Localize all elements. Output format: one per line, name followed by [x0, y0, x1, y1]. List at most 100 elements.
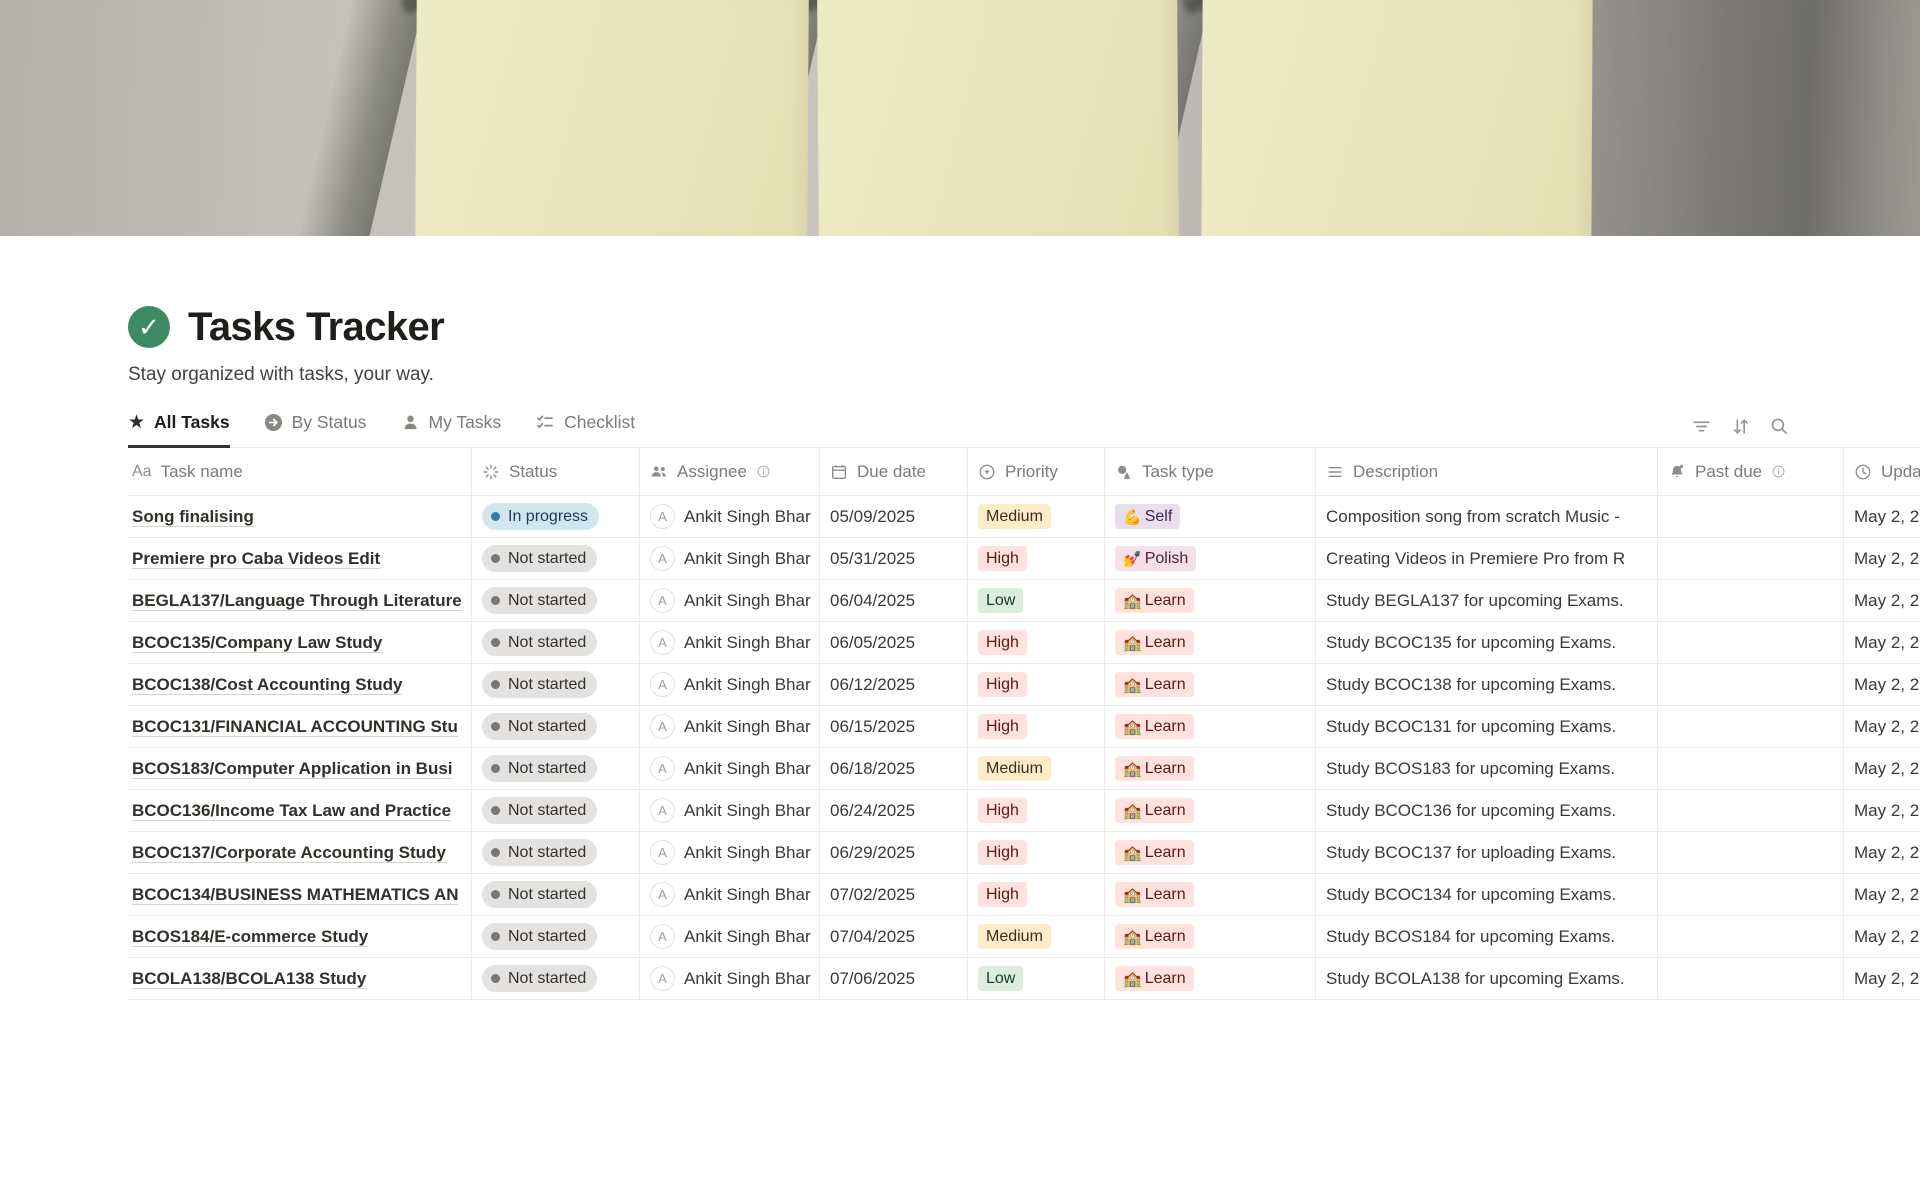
sort-icon[interactable] — [1729, 415, 1751, 437]
column-header-due-date[interactable]: Due date — [820, 448, 968, 496]
task-type-cell[interactable]: 💅 Polish — [1105, 538, 1316, 580]
updated-cell[interactable]: May 2, 2 — [1844, 664, 1920, 706]
updated-cell[interactable]: May 2, 2 — [1844, 538, 1920, 580]
past-due-cell[interactable] — [1658, 916, 1844, 958]
status-cell[interactable]: Not started — [472, 916, 640, 958]
priority-cell[interactable]: Low — [968, 580, 1105, 622]
priority-cell[interactable]: Low — [968, 958, 1105, 1000]
filter-icon[interactable] — [1690, 415, 1712, 437]
status-cell[interactable]: In progress — [472, 496, 640, 538]
assignee-cell[interactable]: A Ankit Singh Bhar — [640, 748, 820, 790]
description-cell[interactable]: Creating Videos in Premiere Pro from R — [1316, 538, 1658, 580]
due-date-cell[interactable]: 06/18/2025 — [820, 748, 968, 790]
priority-cell[interactable]: High — [968, 664, 1105, 706]
task-name-cell[interactable]: BCOC131/FINANCIAL ACCOUNTING Stu — [128, 706, 472, 748]
due-date-cell[interactable]: 07/04/2025 — [820, 916, 968, 958]
updated-cell[interactable]: May 2, 2 — [1844, 874, 1920, 916]
task-name-cell[interactable]: BCOC137/Corporate Accounting Study — [128, 832, 472, 874]
status-cell[interactable]: Not started — [472, 748, 640, 790]
assignee-cell[interactable]: A Ankit Singh Bhar — [640, 916, 820, 958]
task-type-cell[interactable]: 🏫 Learn — [1105, 832, 1316, 874]
check-circle-icon[interactable]: ✓ — [128, 306, 170, 348]
priority-cell[interactable]: High — [968, 706, 1105, 748]
task-name-cell[interactable]: BCOLA138/BCOLA138 Study — [128, 958, 472, 1000]
description-cell[interactable]: Composition song from scratch Music - — [1316, 496, 1658, 538]
due-date-cell[interactable]: 06/05/2025 — [820, 622, 968, 664]
assignee-cell[interactable]: A Ankit Singh Bhar — [640, 622, 820, 664]
description-cell[interactable]: Study BCOC137 for uploading Exams. — [1316, 832, 1658, 874]
past-due-cell[interactable] — [1658, 664, 1844, 706]
tab-my-tasks[interactable]: My Tasks — [401, 412, 501, 448]
updated-cell[interactable]: May 2, 2 — [1844, 706, 1920, 748]
assignee-cell[interactable]: A Ankit Singh Bhar — [640, 832, 820, 874]
description-cell[interactable]: Study BEGLA137 for upcoming Exams. — [1316, 580, 1658, 622]
priority-cell[interactable]: Medium — [968, 496, 1105, 538]
priority-cell[interactable]: High — [968, 832, 1105, 874]
assignee-cell[interactable]: A Ankit Singh Bhar — [640, 664, 820, 706]
due-date-cell[interactable]: 06/12/2025 — [820, 664, 968, 706]
updated-cell[interactable]: May 2, 2 — [1844, 580, 1920, 622]
description-cell[interactable]: Study BCOC138 for upcoming Exams. — [1316, 664, 1658, 706]
assignee-cell[interactable]: A Ankit Singh Bhar — [640, 538, 820, 580]
due-date-cell[interactable]: 06/24/2025 — [820, 790, 968, 832]
task-name-cell[interactable]: BCOC135/Company Law Study — [128, 622, 472, 664]
description-cell[interactable]: Study BCOS183 for upcoming Exams. — [1316, 748, 1658, 790]
task-type-cell[interactable]: 🏫 Learn — [1105, 622, 1316, 664]
assignee-cell[interactable]: A Ankit Singh Bhar — [640, 958, 820, 1000]
priority-cell[interactable]: High — [968, 790, 1105, 832]
task-type-cell[interactable]: 🏫 Learn — [1105, 580, 1316, 622]
updated-cell[interactable]: May 2, 2 — [1844, 748, 1920, 790]
description-cell[interactable]: Study BCOC134 for upcoming Exams. — [1316, 874, 1658, 916]
status-cell[interactable]: Not started — [472, 538, 640, 580]
task-type-cell[interactable]: 🏫 Learn — [1105, 790, 1316, 832]
column-header-priority[interactable]: Priority — [968, 448, 1105, 496]
tab-by-status[interactable]: By Status — [264, 412, 367, 448]
description-cell[interactable]: Study BCOS184 for upcoming Exams. — [1316, 916, 1658, 958]
status-cell[interactable]: Not started — [472, 874, 640, 916]
priority-cell[interactable]: High — [968, 622, 1105, 664]
column-header-description[interactable]: Description — [1316, 448, 1658, 496]
past-due-cell[interactable] — [1658, 706, 1844, 748]
assignee-cell[interactable]: A Ankit Singh Bhar — [640, 580, 820, 622]
past-due-cell[interactable] — [1658, 958, 1844, 1000]
due-date-cell[interactable]: 06/04/2025 — [820, 580, 968, 622]
past-due-cell[interactable] — [1658, 832, 1844, 874]
priority-cell[interactable]: Medium — [968, 916, 1105, 958]
task-type-cell[interactable]: 🏫 Learn — [1105, 706, 1316, 748]
updated-cell[interactable]: May 2, 2 — [1844, 622, 1920, 664]
column-header-past-due[interactable]: Past due — [1658, 448, 1844, 496]
tab-all-tasks[interactable]: ★ All Tasks — [128, 412, 230, 448]
updated-cell[interactable]: May 2, 2 — [1844, 790, 1920, 832]
due-date-cell[interactable]: 06/29/2025 — [820, 832, 968, 874]
due-date-cell[interactable]: 07/06/2025 — [820, 958, 968, 1000]
description-cell[interactable]: Study BCOC136 for upcoming Exams. — [1316, 790, 1658, 832]
priority-cell[interactable]: High — [968, 874, 1105, 916]
task-type-cell[interactable]: 🏫 Learn — [1105, 916, 1316, 958]
past-due-cell[interactable] — [1658, 580, 1844, 622]
status-cell[interactable]: Not started — [472, 622, 640, 664]
column-header-upda[interactable]: Upda — [1844, 448, 1920, 496]
task-name-cell[interactable]: BCOS184/E-commerce Study — [128, 916, 472, 958]
due-date-cell[interactable]: 05/31/2025 — [820, 538, 968, 580]
task-type-cell[interactable]: 🏫 Learn — [1105, 958, 1316, 1000]
task-name-cell[interactable]: BCOC136/Income Tax Law and Practice — [128, 790, 472, 832]
past-due-cell[interactable] — [1658, 790, 1844, 832]
updated-cell[interactable]: May 2, 2 — [1844, 958, 1920, 1000]
search-icon[interactable] — [1768, 415, 1790, 437]
past-due-cell[interactable] — [1658, 496, 1844, 538]
tab-checklist[interactable]: Checklist — [535, 412, 635, 448]
status-cell[interactable]: Not started — [472, 664, 640, 706]
past-due-cell[interactable] — [1658, 538, 1844, 580]
status-cell[interactable]: Not started — [472, 580, 640, 622]
task-type-cell[interactable]: 🏫 Learn — [1105, 874, 1316, 916]
due-date-cell[interactable]: 06/15/2025 — [820, 706, 968, 748]
task-name-cell[interactable]: BCOS183/Computer Application in Busi — [128, 748, 472, 790]
priority-cell[interactable]: Medium — [968, 748, 1105, 790]
task-name-cell[interactable]: BCOC134/BUSINESS MATHEMATICS AN — [128, 874, 472, 916]
description-cell[interactable]: Study BCOLA138 for upcoming Exams. — [1316, 958, 1658, 1000]
column-header-task-type[interactable]: Task type — [1105, 448, 1316, 496]
task-name-cell[interactable]: BEGLA137/Language Through Literature — [128, 580, 472, 622]
due-date-cell[interactable]: 05/09/2025 — [820, 496, 968, 538]
column-header-assignee[interactable]: Assignee — [640, 448, 820, 496]
status-cell[interactable]: Not started — [472, 706, 640, 748]
